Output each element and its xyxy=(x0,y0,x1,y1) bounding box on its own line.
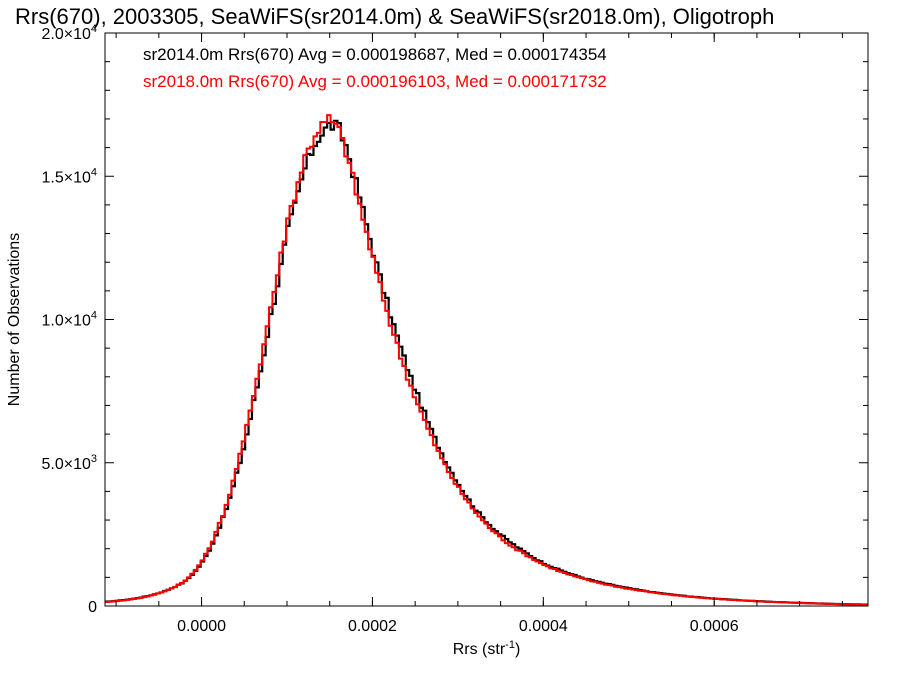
x-tick-label: 0.0002 xyxy=(348,618,397,635)
x-tick-label: 0.0006 xyxy=(690,618,739,635)
y-tick-label: 2.0×104 xyxy=(41,23,97,43)
y-tick-label: 5.0×103 xyxy=(41,453,97,473)
x-axis: 0.0000 0.0002 0.0004 0.0006 xyxy=(115,33,843,635)
y-tick-label: 1.0×104 xyxy=(41,310,97,330)
chart-title: Rrs(670), 2003305, SeaWiFS(sr2014.0m) & … xyxy=(15,4,774,29)
series-layer xyxy=(105,114,869,606)
annotation-text: sr2014.0m Rrs(670) Avg = 0.000198687, Me… xyxy=(143,45,607,64)
annotation-text: sr2018.0m Rrs(670) Avg = 0.000196103, Me… xyxy=(143,72,607,91)
annotations: sr2014.0m Rrs(670) Avg = 0.000198687, Me… xyxy=(143,45,607,91)
x-tick-label: 0.0000 xyxy=(177,618,226,635)
y-tick-label: 1.5×104 xyxy=(41,166,97,186)
x-tick-label: 0.0004 xyxy=(519,618,568,635)
x-axis-label: Rrs (str-1) xyxy=(453,639,521,658)
y-axis: 0 5.0×103 1.0×104 1.5×104 2.0×104 xyxy=(41,23,868,616)
series-sr2018.0m-line xyxy=(105,114,869,606)
y-tick-label: 0 xyxy=(88,599,97,616)
y-axis-label: Number of Observations xyxy=(6,233,23,406)
